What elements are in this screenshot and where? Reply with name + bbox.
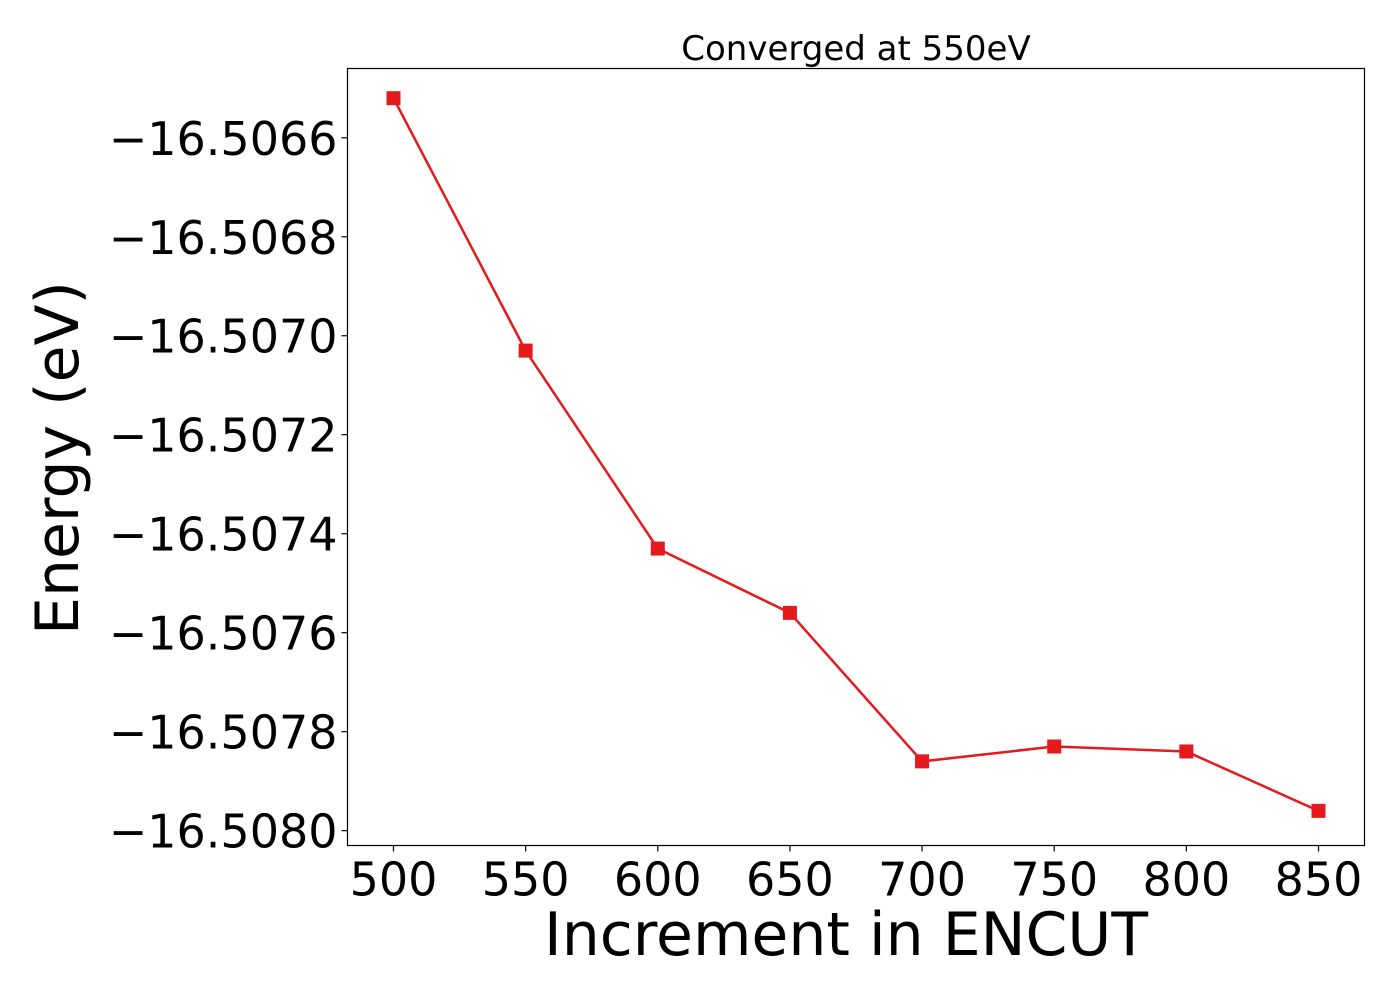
data-point-marker — [915, 754, 930, 769]
x-tick-label: 500 — [350, 853, 438, 907]
x-tick-label: 600 — [614, 853, 702, 907]
y-tick-label: −16.5076 — [109, 607, 338, 661]
data-point-marker — [1047, 739, 1062, 754]
y-axis-label: Energy (eV) — [23, 281, 93, 635]
x-tick-label: 850 — [1275, 853, 1363, 907]
y-axis-ticks: −16.5066 −16.5068 −16.5070 −16.5072 −16.5074… — [109, 112, 348, 859]
data-point-marker — [518, 343, 533, 358]
data-point-marker — [782, 605, 797, 620]
y-tick-label: −16.5068 — [109, 211, 338, 265]
x-tick-label: 800 — [1142, 853, 1230, 907]
data-point-marker — [650, 541, 665, 556]
x-axis-label: Increment in ENCUT — [544, 900, 1148, 970]
x-tick-label: 650 — [746, 853, 834, 907]
plot-area-frame — [346, 67, 1366, 847]
data-point-marker — [386, 91, 401, 106]
x-axis-ticks: 500 550 600 650 700 750 800 850 — [350, 845, 1363, 907]
chart-title: Converged at 550eV — [681, 29, 1030, 69]
data-point-marker — [1179, 744, 1194, 759]
x-tick-label: 700 — [878, 853, 966, 907]
y-tick-label: −16.5070 — [109, 310, 338, 364]
series-line — [392, 97, 1320, 813]
y-tick-label: −16.5066 — [109, 112, 338, 166]
y-tick-label: −16.5072 — [109, 409, 338, 463]
x-tick-label: 550 — [482, 853, 570, 907]
y-tick-label: −16.5074 — [109, 508, 338, 562]
y-tick-label: −16.5080 — [109, 805, 338, 859]
x-tick-label: 750 — [1010, 853, 1098, 907]
data-point-marker — [1311, 803, 1326, 818]
y-tick-label: −16.5078 — [109, 706, 338, 760]
series-layer — [386, 91, 1326, 818]
